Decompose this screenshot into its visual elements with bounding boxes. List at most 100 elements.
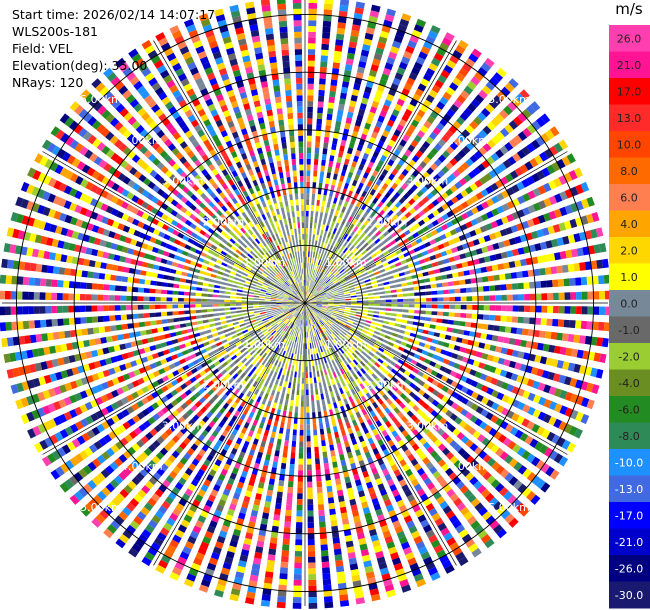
velocity-cell xyxy=(301,337,303,344)
velocity-cell xyxy=(314,270,317,276)
velocity-cell xyxy=(245,353,252,360)
velocity-cell xyxy=(579,262,586,271)
velocity-cell xyxy=(391,268,398,274)
velocity-cell xyxy=(205,346,212,352)
velocity-cell xyxy=(316,299,323,302)
velocity-cell xyxy=(147,546,158,557)
velocity-cell xyxy=(305,291,307,298)
velocity-cell xyxy=(28,291,34,300)
velocity-cell xyxy=(230,307,236,310)
velocity-cell xyxy=(467,515,477,526)
velocity-cell xyxy=(308,294,313,299)
velocity-cell xyxy=(305,308,307,315)
velocity-cell xyxy=(307,292,311,298)
velocity-cell xyxy=(431,379,439,387)
velocity-cell xyxy=(486,210,494,219)
velocity-cell xyxy=(318,382,322,389)
velocity-cell xyxy=(320,538,328,545)
velocity-cell xyxy=(506,283,513,290)
velocity-cell xyxy=(350,295,357,298)
velocity-cell xyxy=(452,328,459,334)
velocity-cell xyxy=(293,585,302,592)
velocity-cell xyxy=(378,389,385,397)
velocity-cell xyxy=(503,337,510,344)
velocity-cell xyxy=(602,258,609,269)
velocity-cell xyxy=(10,306,17,315)
velocity-cell xyxy=(323,285,329,290)
velocity-cell xyxy=(325,474,331,481)
velocity-cell xyxy=(405,45,415,54)
velocity-cell xyxy=(422,216,430,223)
velocity-cell xyxy=(532,394,541,404)
velocity-cell xyxy=(347,331,353,337)
velocity-cell xyxy=(347,282,354,286)
velocity-cell xyxy=(166,340,173,346)
velocity-cell xyxy=(452,77,462,87)
velocity-cell xyxy=(385,345,392,351)
velocity-cell xyxy=(366,418,373,426)
velocity-cell xyxy=(452,546,463,557)
velocity-cell xyxy=(388,425,396,433)
velocity-cell xyxy=(389,317,396,322)
velocity-cell xyxy=(548,386,557,396)
velocity-cell xyxy=(486,334,493,341)
velocity-cell xyxy=(231,415,238,423)
velocity-cell xyxy=(480,534,492,544)
velocity-cell xyxy=(378,36,388,44)
velocity-cell xyxy=(434,252,442,259)
velocity-cell xyxy=(475,382,484,390)
velocity-cell xyxy=(79,305,86,313)
velocity-cell xyxy=(434,79,444,89)
velocity-cell xyxy=(310,281,313,287)
velocity-cell xyxy=(553,177,562,188)
velocity-cell xyxy=(548,401,558,411)
velocity-cell xyxy=(430,370,438,377)
velocity-cell xyxy=(439,233,447,241)
velocity-cell xyxy=(282,544,290,551)
velocity-cell xyxy=(342,287,349,291)
velocity-cell xyxy=(398,119,407,127)
velocity-cell xyxy=(218,473,226,482)
velocity-cell xyxy=(144,524,155,534)
velocity-cell xyxy=(318,272,322,278)
velocity-cell xyxy=(316,199,320,206)
velocity-cell xyxy=(368,303,375,306)
velocity-cell xyxy=(504,472,514,483)
velocity-cell xyxy=(494,367,502,376)
velocity-cell xyxy=(424,317,432,322)
velocity-cell xyxy=(372,197,379,205)
velocity-cell xyxy=(425,291,432,296)
velocity-cell xyxy=(420,46,431,55)
velocity-cell xyxy=(422,373,430,381)
velocity-cell xyxy=(230,344,237,350)
velocity-cell xyxy=(432,470,441,479)
velocity-cell xyxy=(306,285,308,292)
velocity-cell xyxy=(316,118,323,125)
velocity-cell xyxy=(317,321,322,327)
velocity-cell xyxy=(342,338,348,344)
velocity-cell xyxy=(314,153,319,160)
velocity-cell xyxy=(541,429,551,439)
velocity-cell xyxy=(425,461,434,470)
velocity-cell xyxy=(352,580,362,588)
velocity-cell xyxy=(322,236,326,243)
velocity-cell xyxy=(350,327,357,332)
velocity-cell xyxy=(158,559,169,569)
velocity-cell xyxy=(300,331,302,338)
velocity-cell xyxy=(444,334,452,341)
velocity-cell xyxy=(489,519,500,530)
velocity-cell xyxy=(409,562,420,572)
velocity-cell xyxy=(375,351,382,357)
velocity-cell xyxy=(457,133,467,142)
velocity-cell xyxy=(382,205,389,212)
velocity-cell xyxy=(554,388,562,398)
velocity-cell xyxy=(339,98,346,105)
velocity-cell xyxy=(47,332,54,341)
velocity-cell xyxy=(338,291,344,294)
velocity-cell xyxy=(363,364,370,371)
velocity-cell xyxy=(333,132,339,139)
velocity-cell xyxy=(320,229,324,236)
velocity-cell xyxy=(64,330,71,338)
velocity-cell xyxy=(449,157,458,166)
velocity-cell xyxy=(306,176,311,182)
